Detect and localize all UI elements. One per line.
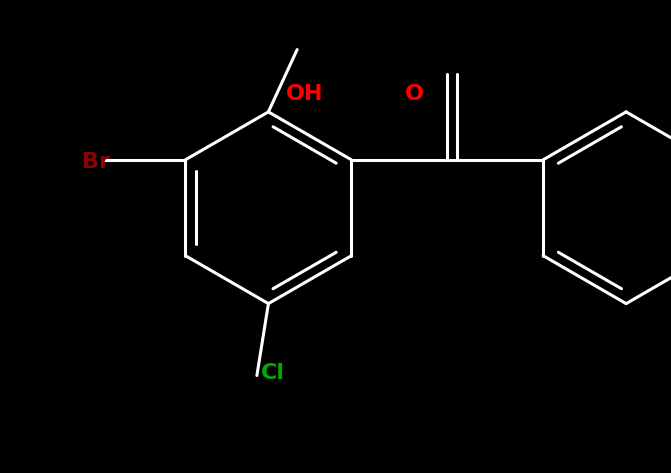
Text: O: O [405,84,423,104]
Text: Cl: Cl [261,363,285,383]
Text: Br: Br [83,152,110,172]
Text: OH: OH [286,84,323,104]
